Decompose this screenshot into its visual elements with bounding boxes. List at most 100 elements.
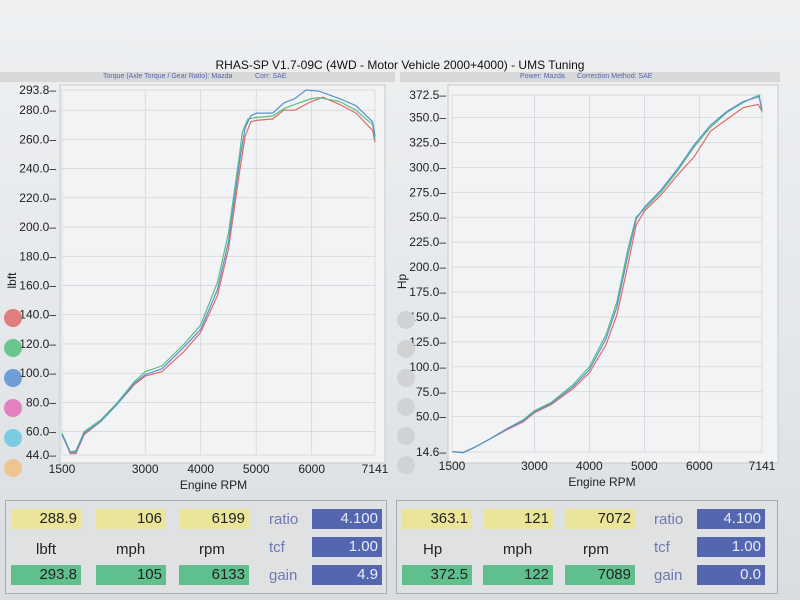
power-y-tick-label: 325.0– <box>409 135 446 149</box>
torque-series-run-green <box>61 97 376 453</box>
unit-lbft: lbft <box>36 541 57 558</box>
torque-y-tick-label: 200.0– <box>19 220 56 234</box>
torque-x-axis-label: Engine RPM <box>180 478 247 492</box>
power-y-tick-label: 175.0– <box>409 285 446 299</box>
legend-swatch-5 <box>4 459 22 477</box>
legend-swatch-4 <box>4 429 22 447</box>
torque-y-tick-label: 180.0– <box>19 249 56 263</box>
torque-y-axis-label: lbft <box>5 272 19 289</box>
ref-mph: 105 <box>96 565 166 585</box>
torque-subheader: Torque (Axle Torque / Gear Ratio): Mazda… <box>0 72 395 82</box>
power-readout-panel: 363.1 121 7072 Hp mph rpm 372.5 122 7089… <box>396 500 778 594</box>
power-y-tick-label: 300.0– <box>409 160 446 174</box>
max-mph: 106 <box>96 509 166 529</box>
power-y-tick-label: 275.0– <box>409 185 446 199</box>
unit-mph: mph <box>503 541 533 558</box>
power-y-tick-label: 14.6– <box>416 445 446 459</box>
power-legend-swatch-2 <box>397 369 415 387</box>
torque-y-tick-label: 280.0– <box>19 103 56 117</box>
tcf-value: 1.00 <box>312 537 382 557</box>
torque-y-tick-label: 293.8– <box>19 83 56 97</box>
power-y-tick-label: 100.0– <box>409 360 446 374</box>
ref-rpm: 7089 <box>565 565 635 585</box>
power-x-axis-label: Engine RPM <box>568 475 635 489</box>
tcf-value: 1.00 <box>697 537 765 557</box>
torque-correction: Corr: SAE <box>255 73 287 80</box>
power-y-tick-label: 200.0– <box>409 260 446 274</box>
power-source: Power: Mazda <box>520 73 565 80</box>
power-legend-swatch-4 <box>397 427 415 445</box>
max-torque: 288.9 <box>11 509 81 529</box>
torque-y-tick-label: 120.0– <box>19 337 56 351</box>
power-y-tick-label: 125.0– <box>409 335 446 349</box>
torque-x-tick-label: 5000 <box>243 462 270 476</box>
torque-series-run-blue <box>61 89 376 453</box>
unit-rpm: rpm <box>583 541 609 558</box>
torque-y-tick-label: 100.0– <box>19 366 56 380</box>
torque-y-tick-label: 240.0– <box>19 162 56 176</box>
power-legend-swatch-1 <box>397 340 415 358</box>
power-legend-swatch-3 <box>397 398 415 416</box>
torque-y-tick-label: 260.0– <box>19 132 56 146</box>
gain-label: gain <box>269 567 298 584</box>
power-y-tick-label: 75.0– <box>416 385 446 399</box>
power-y-axis-label: Hp <box>395 274 409 290</box>
torque-y-tick-label: 44.0– <box>26 448 56 462</box>
torque-y-tick-label: 60.0– <box>26 425 56 439</box>
ref-rpm: 6133 <box>179 565 249 585</box>
tcf-label: tcf <box>654 539 670 556</box>
torque-y-tick-label: 160.0– <box>19 279 56 293</box>
ratio-label: ratio <box>269 511 299 528</box>
power-subheader: Power: Mazda Correction Method: SAE <box>400 72 780 82</box>
torque-x-tick-label: 3000 <box>132 462 159 476</box>
unit-mph: mph <box>116 541 146 558</box>
chart-title: RHAS-SP V1.7-09C (4WD - Motor Vehicle 20… <box>215 58 585 72</box>
torque-readout-panel: 288.9 106 6199 lbft mph rpm 293.8 105 61… <box>5 500 387 594</box>
unit-hp: Hp <box>423 541 443 558</box>
torque-x-tick-label: 1500 <box>49 462 76 476</box>
power-x-tick-label: 6000 <box>686 459 713 473</box>
max-power: 363.1 <box>402 509 472 529</box>
unit-rpm: rpm <box>199 541 225 558</box>
max-mph: 121 <box>483 509 553 529</box>
ratio-value: 4.100 <box>697 509 765 529</box>
max-rpm: 6199 <box>179 509 249 529</box>
power-y-tick-label: 225.0– <box>409 235 446 249</box>
power-series-run-blue <box>451 95 763 454</box>
power-correction: Correction Method: SAE <box>577 73 653 80</box>
power-y-tick-label: 50.0– <box>416 410 446 424</box>
torque-source: Torque (Axle Torque / Gear Ratio): Mazda <box>103 73 233 80</box>
gain-value: 0.0 <box>697 565 765 585</box>
torque-y-tick-label: 220.0– <box>19 191 56 205</box>
power-y-tick-label: 150.0– <box>409 310 446 324</box>
gain-label: gain <box>654 567 683 584</box>
max-rpm: 7072 <box>565 509 635 529</box>
gain-value: 4.9 <box>312 565 382 585</box>
power-legend-swatch-5 <box>397 456 415 474</box>
power-plot-area <box>447 84 779 464</box>
torque-y-tick-label: 140.0– <box>19 308 56 322</box>
ref-torque: 293.8 <box>11 565 81 585</box>
legend-swatch-0 <box>4 309 22 327</box>
torque-x-tick-label: 7141 <box>362 462 389 476</box>
power-x-tick-label: 5000 <box>631 459 658 473</box>
ratio-label: ratio <box>654 511 684 528</box>
torque-y-tick-label: 80.0– <box>26 395 56 409</box>
power-x-tick-label: 7141 <box>749 459 776 473</box>
tcf-label: tcf <box>269 539 285 556</box>
power-y-tick-label: 350.0– <box>409 110 446 124</box>
ref-mph: 122 <box>483 565 553 585</box>
legend-swatch-2 <box>4 369 22 387</box>
power-y-tick-label: 250.0– <box>409 210 446 224</box>
torque-x-tick-label: 4000 <box>187 462 214 476</box>
power-y-tick-label: 372.5– <box>409 88 446 102</box>
power-x-tick-label: 3000 <box>521 459 548 473</box>
legend-swatch-1 <box>4 339 22 357</box>
charts-canvas: 293.8– 280.0– 260.0– 240.0– 220.0– 200.0– 180.… <box>4 83 779 492</box>
ratio-value: 4.100 <box>312 509 382 529</box>
power-x-tick-label: 4000 <box>576 459 603 473</box>
power-legend-swatch-0 <box>397 311 415 329</box>
power-x-tick-label: 1500 <box>439 459 466 473</box>
torque-x-tick-label: 6000 <box>298 462 325 476</box>
